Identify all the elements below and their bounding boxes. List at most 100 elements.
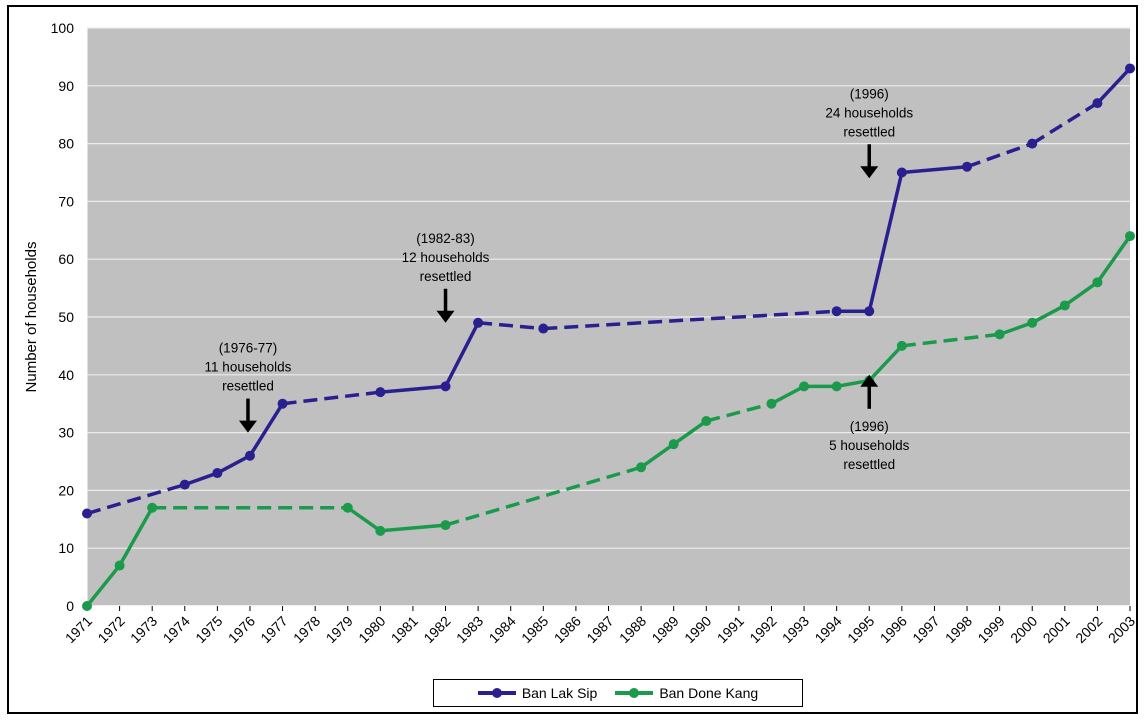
line-segment [770,384,805,406]
data-point [1092,277,1103,288]
line-segment [380,523,446,533]
data-point [375,387,386,398]
legend-swatch-ban-lak-sip [477,687,516,699]
data-point [375,525,386,536]
annotation-text: 5 households [829,438,910,453]
line-segment [216,454,251,475]
line-segment [1095,235,1132,284]
x-tick-label: 1995 [844,613,877,646]
annotation-text: (1996) [850,419,889,434]
annotation-text: (1976-77) [219,341,278,356]
annotation-text: 11 households [205,360,292,375]
data-point [701,416,712,427]
annotation: (1982-83) 12 households resettled [402,231,490,323]
series-ban-done-kang [82,231,1135,611]
line-segment [248,402,285,457]
data-point [82,601,92,611]
annotation-text: (1996) [850,86,889,101]
gridlines [86,27,1130,607]
x-tick-label: 1974 [160,613,193,646]
x-tick-label: 2003 [1105,613,1138,646]
x-tick-label: 1979 [323,613,356,646]
line-segment [867,172,904,312]
x-tick-label: 1999 [974,613,1007,646]
x-tick-label: 1976 [225,613,258,646]
y-tick-label: 30 [58,425,74,441]
x-axis-ticks: 1971 1972 1973 1974 1975 1976 1977 1978 1979 1980… [62,606,1138,646]
arrow-down-icon [860,166,879,179]
x-tick-label: 1983 [453,613,486,646]
annotation-text: 24 households [825,105,913,120]
x-tick-label: 1971 [62,613,95,646]
x-tick-label: 2002 [1072,613,1105,646]
line-segment [346,506,382,533]
data-point [342,502,353,513]
y-tick-label: 10 [58,540,74,556]
data-point [473,317,484,328]
legend-label-ban-done-kang: Ban Done Kang [659,685,759,701]
line-segment [543,309,837,331]
annotation-text: resettled [843,124,895,139]
data-point [179,479,190,490]
line-segment [86,482,186,516]
line-segment [1031,303,1066,325]
annotation-text: resettled [843,457,895,472]
data-point [994,329,1005,340]
x-tick-label: 1977 [257,613,290,646]
data-point [147,502,158,513]
x-tick-label: 2000 [1007,613,1040,646]
line-segment [705,402,772,423]
x-tick-label: 1972 [94,613,127,646]
y-tick-label: 40 [58,367,74,383]
x-tick-label: 1998 [942,613,975,646]
x-tick-label: 1980 [355,613,388,646]
legend: Ban Lak Sip Ban Done Kang [433,679,803,707]
x-tick-label: 1997 [909,613,942,646]
data-point [82,508,92,519]
line-segment [443,321,480,388]
data-point [864,306,875,317]
x-tick-label: 1985 [518,613,551,646]
x-tick-label: 1991 [714,613,747,646]
line-segment [1063,280,1099,307]
y-tick-label: 100 [51,20,75,36]
y-axis-ticks: 0 10 20 30 40 50 60 70 80 90 100 [51,20,75,614]
data-point [1059,300,1070,311]
x-tick-label: 1993 [779,613,812,646]
line-segment [477,321,544,331]
data-point [440,381,451,392]
data-point [896,167,907,178]
y-tick-label: 0 [66,598,74,614]
annotation-text: resettled [222,379,274,394]
data-point [1125,63,1135,74]
legend-swatch-ban-done-kang [615,687,654,699]
series-ban-lak-sip [82,63,1135,519]
data-point [831,306,842,317]
data-point [766,398,777,409]
annotation-text: (1982-83) [416,231,475,246]
data-point [212,468,223,479]
x-tick-label: 1988 [616,613,649,646]
x-tick-label: 1989 [648,613,681,646]
data-point [1027,138,1038,149]
x-tick-label: 1982 [420,613,453,646]
annotation-text: resettled [420,269,472,284]
line-segment [85,564,121,608]
x-tick-label: 1990 [681,613,714,646]
y-tick-label: 20 [58,482,74,498]
line-segment [836,378,870,389]
line-segment [640,442,675,469]
x-tick-label: 1994 [811,613,844,646]
x-tick-label: 1973 [127,613,160,646]
data-point [1027,317,1038,328]
data-point [1092,98,1103,109]
y-tick-label: 90 [58,78,74,94]
data-point [962,161,973,172]
data-point [114,560,125,571]
x-tick-label: 1978 [290,613,323,646]
legend-label-ban-lak-sip: Ban Lak Sip [521,685,598,701]
line-segment [901,332,1000,348]
line-segment [184,471,218,487]
data-point [538,323,549,334]
data-point [636,462,647,473]
